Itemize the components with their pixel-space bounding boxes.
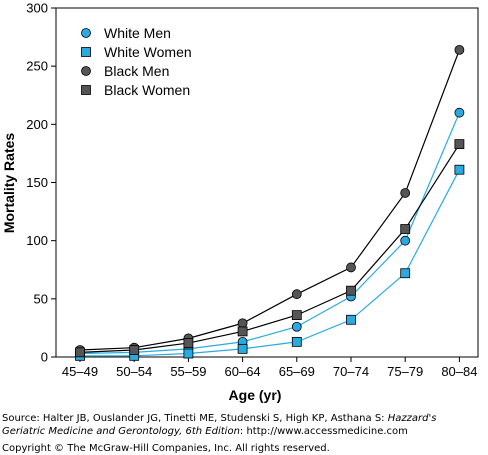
data-point: [400, 188, 411, 198]
x-axis-ticks: 45–49 50–54 55–59 60–64 65–69 70–74 75–79 80–84: [62, 357, 477, 379]
x-tick-label: 65–69: [279, 364, 315, 379]
data-point: [454, 164, 465, 175]
x-tick-label: 80–84: [441, 364, 477, 379]
plot-frame: [55, 7, 479, 358]
y-tick-label: 200: [26, 117, 48, 132]
data-point: [454, 139, 465, 150]
y-axis-ticks: 0 50 100 150 200 250 300: [26, 1, 56, 365]
source-book-title-2: Geriatric Medicine and Gerontology, 6th …: [2, 426, 240, 437]
data-point: [400, 268, 411, 279]
mortality-chart: 0 50 100 150 200 250 300 45–49 50–54 55–59 60–64 6…: [1, 1, 479, 403]
data-point: [237, 326, 248, 337]
source-url: : http://www.accessmedicine.com: [239, 426, 408, 437]
data-point: [454, 44, 465, 55]
source-book-title-1: Hazzard's: [387, 413, 437, 424]
legend-marker: [81, 66, 91, 76]
x-tick-label: 50–54: [116, 364, 152, 379]
legend-marker: [81, 85, 91, 95]
legend-label: Black Men: [104, 63, 169, 79]
data-point: [291, 289, 302, 300]
data-point: [400, 224, 411, 234]
y-tick-label: 100: [26, 233, 48, 248]
y-tick-label: 150: [26, 175, 48, 190]
x-tick-label: 55–59: [170, 364, 206, 379]
data-point: [183, 348, 194, 359]
source-prefix: Source: Halter JB, Ouslander JG, Tinetti…: [2, 413, 388, 424]
legend: White Men White Women Black Men Black Women: [81, 25, 192, 98]
data-point: [291, 336, 302, 347]
data-point: [237, 318, 248, 329]
series-line: [79, 112, 460, 355]
source-citation-line-2: Geriatric Medicine and Gerontology, 6th …: [2, 426, 408, 438]
x-tick-label: 60–64: [225, 364, 261, 379]
series-line: [80, 169, 460, 357]
x-tick-label: 70–74: [333, 364, 369, 379]
data-point: [291, 321, 302, 332]
data-point: [183, 338, 194, 348]
data-point: [237, 343, 248, 354]
legend-label: White Men: [104, 25, 171, 41]
legend-label: Black Women: [104, 82, 190, 98]
series-black-women: [75, 139, 465, 358]
series-line: [79, 49, 460, 351]
x-axis-title: Age (yr): [229, 387, 282, 403]
data-point: [346, 285, 356, 296]
series-layer: [75, 44, 465, 361]
source-citation-line-1: Source: Halter JB, Ouslander JG, Tinetti…: [2, 413, 436, 425]
data-point: [400, 235, 411, 246]
y-axis-title: Mortality Rates: [1, 133, 17, 234]
data-point: [75, 347, 85, 358]
legend-label: White Women: [104, 44, 192, 60]
copyright-notice: Copyright © The McGraw-Hill Companies, I…: [2, 443, 330, 454]
y-tick-label: 300: [26, 1, 48, 16]
data-point: [346, 262, 356, 273]
data-point: [454, 107, 465, 118]
data-point: [129, 345, 140, 355]
x-tick-label: 45–49: [62, 364, 98, 379]
legend-marker: [81, 28, 91, 38]
legend-marker: [81, 47, 91, 57]
x-tick-label: 75–79: [387, 364, 423, 379]
y-tick-label: 250: [26, 59, 48, 74]
data-point: [291, 310, 302, 321]
chart-axes: [55, 7, 479, 358]
y-tick-label: 0: [41, 350, 48, 365]
y-tick-label: 50: [34, 291, 48, 306]
data-point: [346, 314, 356, 325]
series-line: [79, 143, 460, 353]
